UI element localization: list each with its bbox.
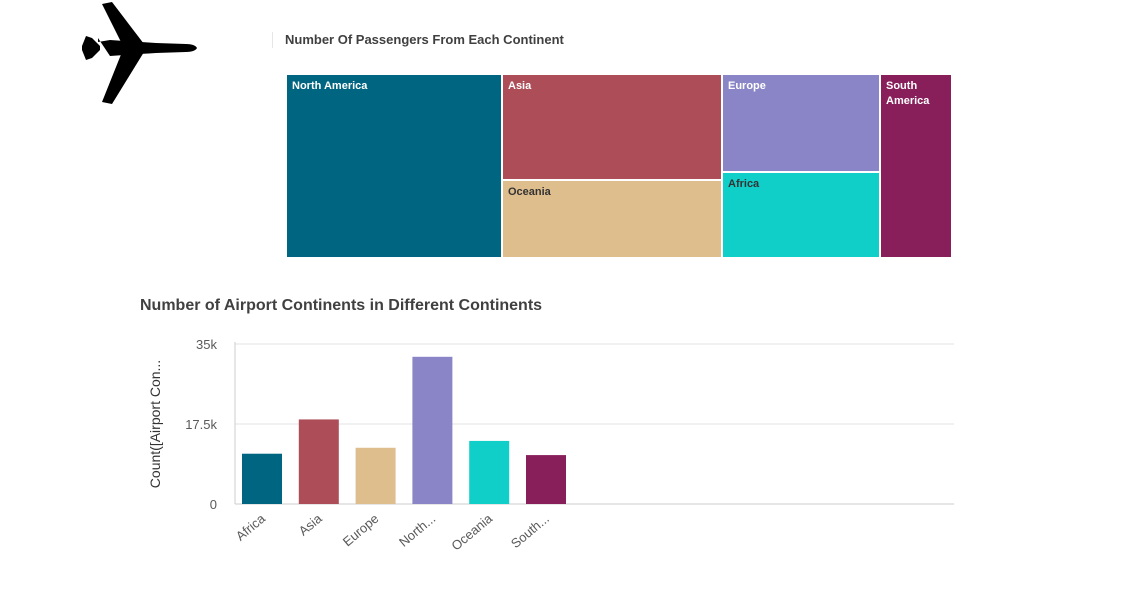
x-tick-label: Africa	[233, 510, 269, 543]
x-tick-label: Europe	[340, 511, 382, 549]
bar-oceania	[469, 440, 510, 504]
bar-europe	[355, 447, 396, 504]
treemap-title: Number Of Passengers From Each Continent	[272, 32, 564, 48]
x-tick-label: South...	[508, 511, 552, 551]
treemap-tile-label: Africa	[728, 178, 760, 190]
treemap-tile-south-america[interactable]: South America	[880, 74, 952, 258]
airplane-icon	[82, 2, 197, 104]
treemap-tile-europe[interactable]: Europe	[722, 74, 880, 172]
bar-chart: 0 17.5k 35k Count([Airport Con... Africa Asia…	[147, 337, 954, 553]
treemap-tile-label: Asia	[508, 80, 532, 92]
bar-north	[412, 356, 453, 504]
bar-asia	[298, 419, 339, 504]
treemap-tile-label: South America	[886, 80, 930, 107]
y-tick-label: 17.5k	[185, 417, 217, 432]
treemap-tile-label: Europe	[728, 80, 766, 92]
treemap-tile-label: Oceania	[508, 186, 551, 198]
x-tick-label: Asia	[296, 510, 326, 538]
bar-south	[526, 455, 566, 504]
treemap-tile-oceania[interactable]: Oceania	[502, 180, 722, 258]
x-tick-label: Oceania	[448, 510, 495, 553]
treemap-chart: North America Asia Oceania Europe Africa Sout…	[286, 74, 952, 258]
treemap-tile-north-america[interactable]: North America	[286, 74, 502, 258]
treemap-tile-label: North America	[292, 80, 368, 92]
y-tick-label: 35k	[196, 337, 217, 352]
bar-chart-title: Number of Airport Continents in Differen…	[140, 297, 543, 314]
y-tick-label: 0	[210, 497, 217, 512]
treemap-tile-asia[interactable]: Asia	[502, 74, 722, 180]
x-tick-label: North...	[396, 511, 438, 550]
y-axis-title: Count([Airport Con...	[147, 360, 163, 488]
treemap-tile-africa[interactable]: Africa	[722, 172, 880, 258]
bar-africa	[242, 453, 282, 504]
